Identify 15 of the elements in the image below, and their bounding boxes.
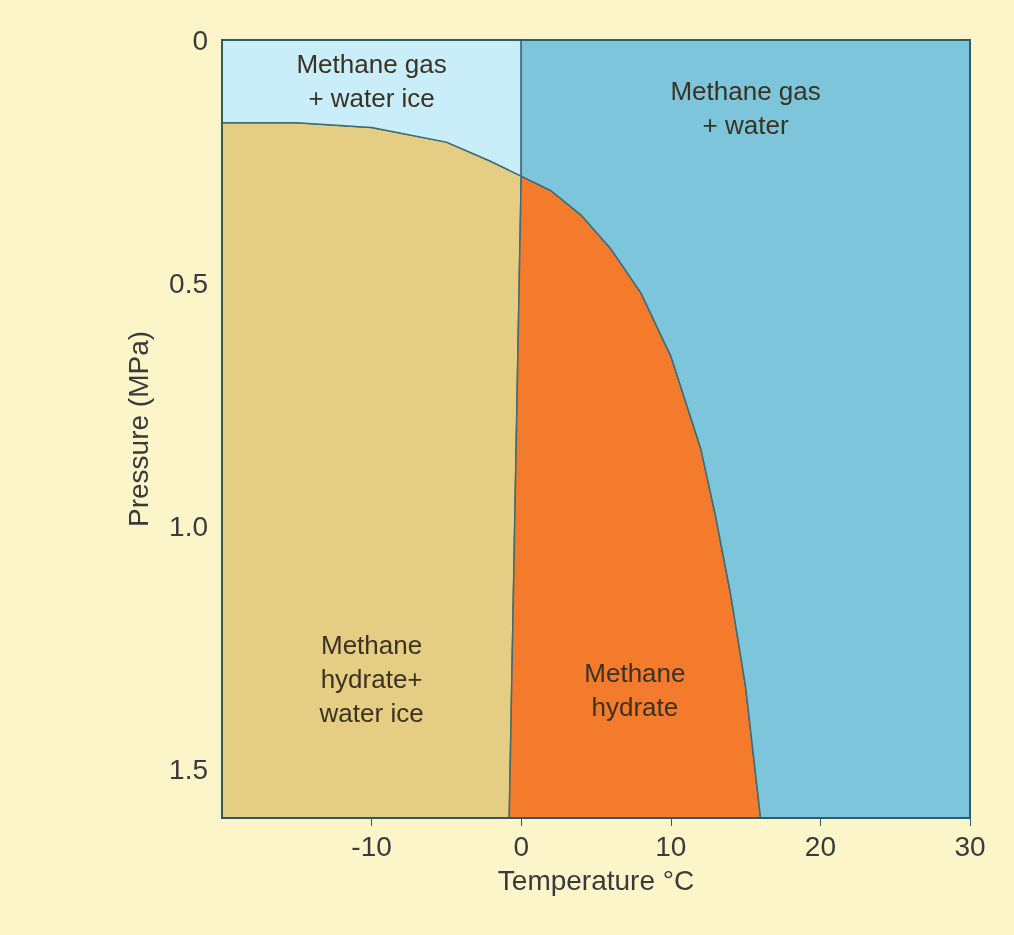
- x-tick-label: 10: [655, 830, 687, 862]
- x-tick-label: 0: [513, 830, 529, 862]
- y-tick-label: 1.0: [169, 510, 208, 542]
- series-label: Methane hydrate: [584, 657, 686, 722]
- series-label: Methane hydrate+ water ice: [318, 629, 424, 728]
- y-tick-label: 1.5: [169, 753, 208, 785]
- series-label: Methane gas + water ice: [296, 49, 447, 114]
- y-axis-title: Pressure (MPa): [122, 330, 154, 528]
- series-label: Methane gas + water: [670, 76, 821, 141]
- x-tick-label: 30: [954, 830, 986, 862]
- x-tick-label: -10: [351, 830, 392, 862]
- x-axis-title: Temperature °C: [497, 864, 695, 896]
- y-tick-label: 0: [192, 24, 208, 56]
- y-tick-label: 0.5: [169, 267, 208, 299]
- x-tick-label: 20: [804, 830, 836, 862]
